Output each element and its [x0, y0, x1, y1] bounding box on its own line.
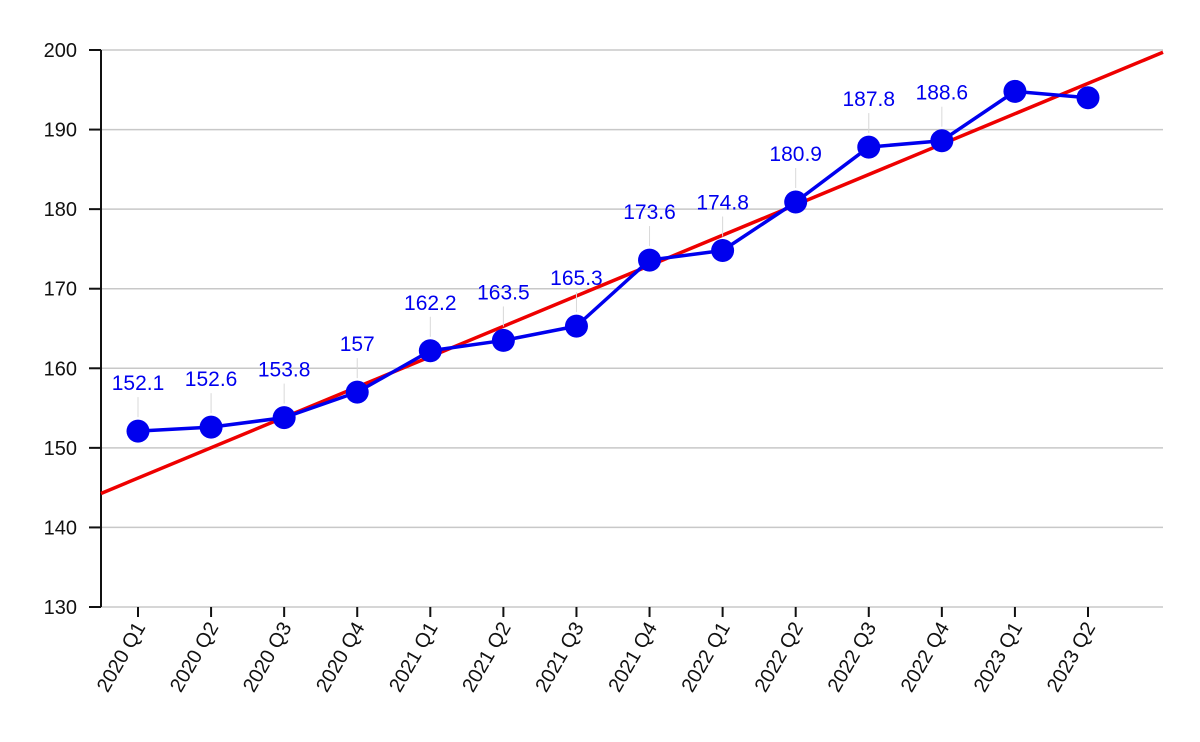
x-tick-label: 2021 Q3: [531, 619, 588, 696]
trendline: [100, 50, 1164, 496]
data-point: [711, 239, 735, 263]
data-point: [857, 135, 881, 159]
y-tick-label: 160: [44, 358, 77, 380]
data-point: [564, 314, 588, 338]
data-point: [418, 339, 442, 363]
y-tick-label: 130: [44, 597, 77, 619]
data-label: 153.8: [258, 359, 311, 382]
x-tick-label: 2023 Q2: [1043, 619, 1100, 696]
x-tick-label: 2022 Q1: [678, 619, 735, 696]
x-tick-label: 2021 Q1: [385, 619, 442, 696]
data-point: [638, 248, 662, 272]
x-tick-label: 2022 Q4: [897, 619, 954, 696]
data-point: [491, 328, 515, 352]
data-label: 188.6: [916, 82, 969, 105]
y-tick-label: 140: [44, 517, 77, 539]
y-tick-label: 170: [44, 279, 77, 301]
x-tick-label: 2020 Q4: [312, 619, 369, 696]
x-tick-label: 2020 Q1: [93, 619, 150, 696]
data-label: 173.6: [623, 201, 676, 224]
y-tick-label: 150: [44, 438, 77, 460]
data-point: [345, 380, 369, 404]
x-tick-label: 2021 Q2: [458, 619, 515, 696]
data-label: 162.2: [404, 292, 457, 315]
data-label: 174.8: [696, 192, 749, 215]
x-tick-label: 2022 Q3: [824, 619, 881, 696]
data-point: [1076, 86, 1100, 110]
data-point: [784, 190, 808, 214]
data-label: 187.8: [842, 88, 895, 111]
x-tick-label: 2021 Q4: [604, 619, 661, 696]
series-line: [137, 89, 1089, 433]
y-tick-label: 180: [44, 199, 77, 221]
data-label: 157: [340, 333, 375, 356]
x-tick-label: 2022 Q2: [751, 619, 808, 696]
data-point: [1003, 79, 1027, 103]
data-label: 180.9: [769, 143, 822, 166]
data-label: 163.5: [477, 281, 530, 304]
x-tick-label: 2020 Q2: [166, 619, 223, 696]
data-point: [930, 129, 954, 153]
y-tick-label: 190: [44, 120, 77, 142]
data-label: 152.6: [185, 368, 238, 391]
data-label: 152.1: [112, 372, 165, 395]
data-point: [272, 406, 296, 430]
data-label: 165.3: [550, 267, 603, 290]
data-point: [199, 415, 223, 439]
x-tick-label: 2020 Q3: [239, 619, 296, 696]
data-point: [126, 419, 150, 443]
y-tick-label: 200: [44, 40, 77, 62]
x-tick-label: 2023 Q1: [970, 619, 1027, 696]
